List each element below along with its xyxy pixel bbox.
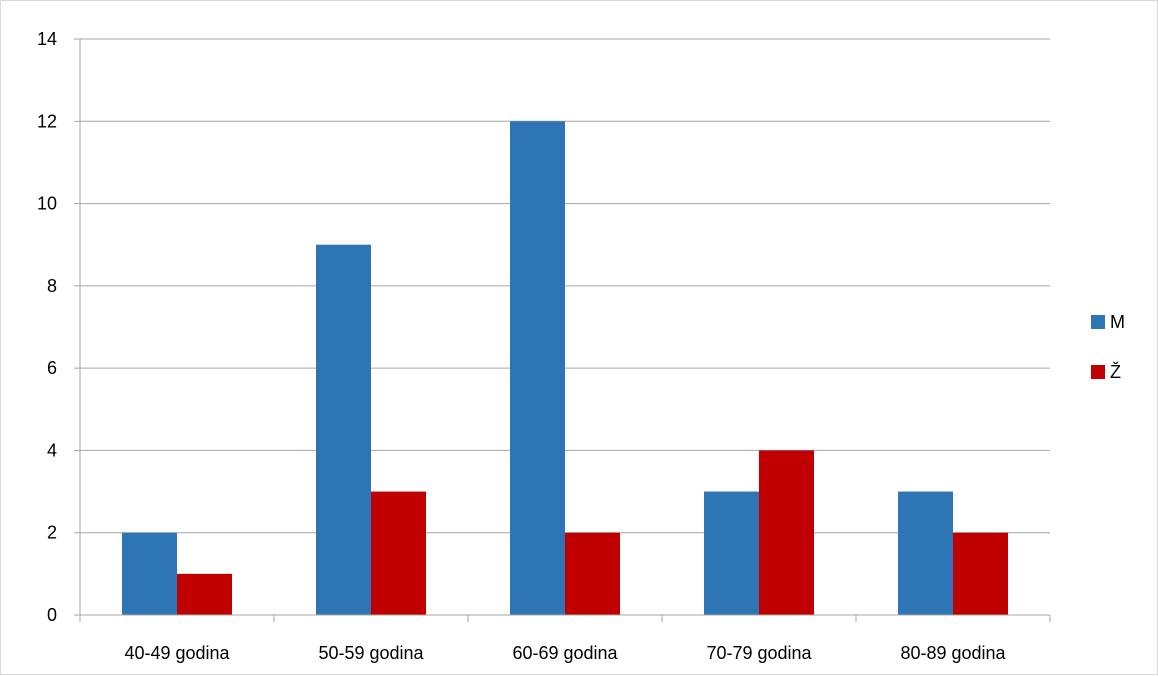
y-tick-label: 0 bbox=[47, 605, 57, 625]
bar-m bbox=[704, 491, 759, 615]
y-tick-label: 8 bbox=[47, 276, 57, 296]
x-tick-label: 80-89 godina bbox=[900, 643, 1006, 663]
bar-m bbox=[510, 121, 565, 616]
bar-m bbox=[316, 244, 371, 615]
x-tick-label: 70-79 godina bbox=[706, 643, 812, 663]
legend: M Ž bbox=[1091, 309, 1151, 409]
bar-z bbox=[177, 573, 232, 615]
legend-swatch-z bbox=[1091, 365, 1105, 379]
legend-label-m: M bbox=[1110, 311, 1125, 332]
bar-z bbox=[565, 532, 620, 615]
legend-item-z: Ž bbox=[1091, 359, 1151, 385]
legend-item-m: M bbox=[1091, 309, 1151, 335]
y-tick-label: 12 bbox=[37, 111, 57, 131]
bar-m bbox=[898, 491, 953, 615]
y-tick-label: 10 bbox=[37, 194, 57, 214]
x-tick-label: 60-69 godina bbox=[512, 643, 618, 663]
bar-z bbox=[953, 532, 1008, 615]
x-tick-label: 40-49 godina bbox=[124, 643, 230, 663]
legend-swatch-m bbox=[1091, 315, 1105, 329]
bar-m bbox=[122, 532, 177, 615]
x-tick-label: 50-59 godina bbox=[318, 643, 424, 663]
y-tick-label: 2 bbox=[47, 523, 57, 543]
y-tick-label: 6 bbox=[47, 358, 57, 378]
y-tick-label: 14 bbox=[37, 29, 57, 49]
bar-z bbox=[759, 450, 814, 615]
bar-z bbox=[371, 491, 426, 615]
y-tick-label: 4 bbox=[47, 440, 57, 460]
legend-label-z: Ž bbox=[1110, 361, 1121, 382]
